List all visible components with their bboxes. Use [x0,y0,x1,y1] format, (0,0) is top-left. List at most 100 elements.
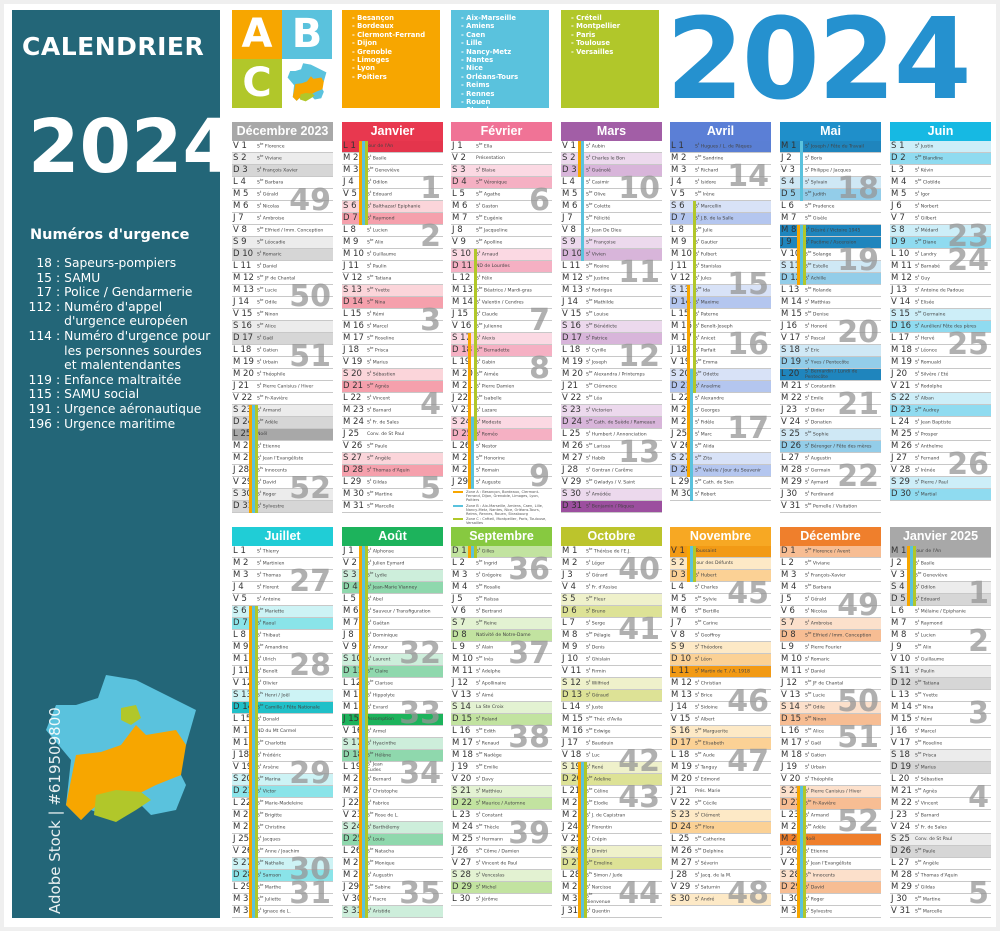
emergency-label: Urgence maritime [64,416,176,431]
day-label: V 26 [343,441,363,451]
vacation-bar-zone-b [800,822,803,834]
vacation-bar-zone-a [249,906,252,918]
saint-name: Ste Natacha [367,846,395,855]
vacation-bar-zone-b [252,750,255,762]
day-label: M 15 [781,309,802,319]
vacation-bar-zone-a [687,465,690,477]
emergency-number: 119 [28,372,52,387]
vacation-bar-zone-b [581,762,584,774]
vacation-bar-zone-b [471,441,474,453]
saint-name: Ste Rolande [805,285,832,294]
day-row: M 16 St Benoît-Joseph [670,321,771,333]
saint-name: Ste Nina [367,297,386,306]
vacation-bar-zone-a [249,690,252,702]
day-label: M 16 [233,726,254,736]
saint-name: Ste Clarisse [367,678,393,687]
vacation-bar-zone-c [255,882,258,894]
day-label: V 17 [781,333,801,343]
vacation-bar-zone-c [255,654,258,666]
day-label: J 2 [781,153,792,163]
vacation-bar-zone-a [359,666,362,678]
day-label: L 18 [233,345,252,355]
day-row: J 17 St Baudouin [561,738,662,750]
saint-name: Ste Gisèle [805,213,828,222]
vacation-bar-zone-c [584,822,587,834]
vacation-bar-zone-b [690,369,693,381]
day-row: V 12 St Olivier [232,678,333,690]
day-row: M 7 St Gaétan [342,618,443,630]
month-header: Avril [670,122,771,141]
day-row: J 12 Ste JF de Chantal [780,678,881,690]
saint-name: Ste Edith [476,726,496,735]
day-label: V 31 [891,906,911,916]
vacation-bar-zone-b [581,846,584,858]
saint-name: St Rodolphe [915,381,943,390]
vacation-bar-zone-c [255,453,258,465]
vacation-bar-zone-c [365,165,368,177]
day-row: D 13 St Géraud [561,690,662,702]
day-label: S 16 [233,321,252,331]
day-label: D 28 [233,870,254,880]
saint-name: St Barnabé [915,261,941,270]
saint-name: Ste Julienne [476,321,503,330]
vacation-bar-zone-a [249,642,252,654]
day-row: M 17 Ste Roseline [342,333,443,345]
day-label: M 9 [233,642,249,652]
saint-name: St Barnard [915,810,939,819]
day-label: M 4 [891,177,907,187]
day-row: L 23 St Constant [451,810,552,822]
saint-name: Ste Sandrine [695,153,724,162]
saint-name: St Ambroise [257,213,285,222]
legend-item: Zone A : Besançon, Bordeaux, Clermont-Fe… [453,490,553,503]
day-label: S 1 [891,141,905,151]
saint-name: St Hyacinthe [367,738,396,747]
day-row: D 10 St Romaric [232,249,333,261]
vacation-bar-zone-c [584,906,587,918]
day-label: D 8 [452,630,467,640]
day-row: D 15 St Roland [451,714,552,726]
saint-name: Ste Nadège [476,750,502,759]
mini-map-icon [287,63,327,102]
day-row: D 22 St Maurice / Automne [451,798,552,810]
day-row: V 28 St Irénée [890,465,991,477]
day-row: J 19 St Urbain [780,762,881,774]
day-row: D 14 Ste Nina [342,297,443,309]
saint-name: St Valentin / Cendres [476,297,524,306]
day-label: S 2 [671,558,685,568]
vacation-bar-zone-a [907,558,910,570]
saint-name: Ste Colette [586,201,611,210]
day-label: L 21 [562,786,581,796]
legend-swatch [453,491,463,493]
vacation-bar-zone-b [471,477,474,489]
vacation-bar-zone-b [362,546,365,558]
day-row: J 19 Ste Emilie [451,762,552,774]
day-label: D 21 [671,381,692,391]
saint-name: St Raymond [367,213,395,222]
day-label: L 15 [671,309,690,319]
vacation-bar-zone-a [797,225,800,237]
day-label: S 8 [891,225,905,235]
day-label: V 20 [452,774,472,784]
day-label: D 15 [452,714,473,724]
day-label: V 11 [562,666,582,676]
month-mai: Mai M 1 St Joseph / Fête du Travail J 2 St B… [780,122,881,513]
saint-name: St Thierry [257,546,279,555]
day-label: D 31 [562,501,583,511]
saint-name: St Médard [915,225,939,234]
saint-name: St Habib [586,453,606,462]
saint-name: St J. de Capistran [586,810,626,819]
vacation-bar-zone-a [797,822,800,834]
day-label: M 23 [343,405,364,415]
saint-name: Ste Léa [586,393,603,402]
day-row: V 27 St Jean l'Evangéliste [780,858,881,870]
day-row: V 19 St Marius [342,357,443,369]
day-label: V 20 [781,774,801,784]
vacation-bar-zone-b [690,417,693,429]
vacation-bar-zone-b [690,558,693,570]
day-row: V 22 Ste Léa [561,393,662,405]
saint-name: St Jérôme [476,894,498,903]
day-label: L 30 [781,894,800,904]
day-row: D 19 St Yves / Pentecôte [780,357,881,369]
day-label: V 5 [343,189,357,199]
day-row: M 31 St Sylvestre [780,906,881,918]
